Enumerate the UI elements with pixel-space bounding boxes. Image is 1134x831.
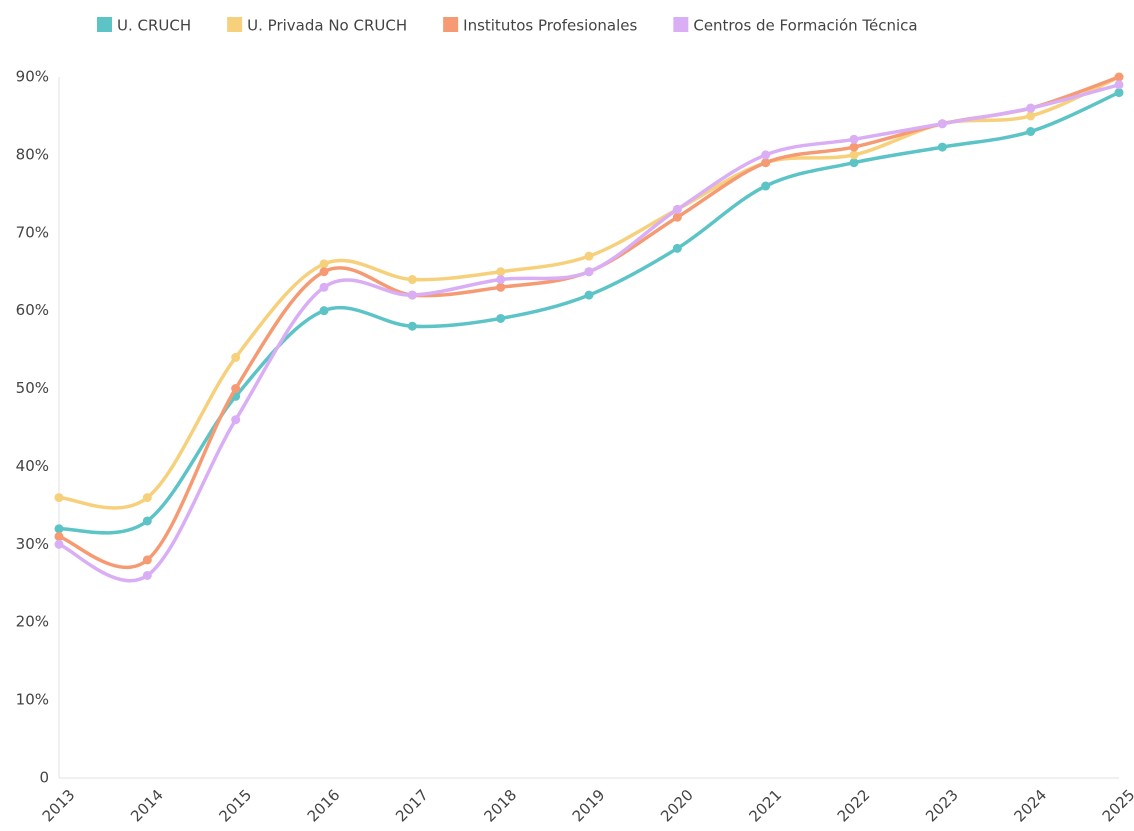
x-tick-label: 2024 [1010,786,1050,826]
legend-label: U. CRUCH [117,17,191,35]
data-point [142,555,152,565]
data-point [1114,88,1124,98]
x-tick-label: 2017 [392,786,432,826]
data-point [584,267,594,277]
data-point [54,493,64,503]
data-point [54,524,64,534]
data-point [407,275,417,285]
y-tick-label: 60% [16,301,49,319]
x-tick-label: 2018 [480,786,520,826]
legend-swatch [673,17,689,32]
legend-label: U. Privada No CRUCH [247,17,407,35]
data-point [496,267,506,277]
legend-swatch [227,17,243,32]
data-point [142,516,152,526]
series-line [58,83,1120,583]
y-tick-label: 20% [16,613,49,631]
x-tick-label: 2015 [215,786,255,826]
x-tick-label: 2022 [834,786,874,826]
x-tick-label: 2023 [922,786,962,826]
data-point [584,251,594,261]
data-point [1026,103,1036,113]
x-tick-label: 2013 [39,786,79,826]
data-point [849,158,859,168]
data-point [142,570,152,580]
data-point [761,158,771,168]
data-point [496,275,506,285]
y-tick-label: 30% [16,535,49,553]
x-tick-label: 2019 [569,786,609,826]
data-point [231,352,241,362]
data-point [937,119,947,129]
data-point [761,181,771,191]
data-point [1114,80,1124,90]
data-point [584,290,594,300]
data-point [231,384,241,394]
x-tick-label: 2016 [304,786,344,826]
legend-swatch [97,17,112,32]
data-point [1026,111,1036,121]
data-point [496,282,506,292]
x-tick-label: 2021 [745,786,785,826]
data-point [761,150,771,160]
data-point [849,142,859,152]
data-point [496,313,506,323]
data-point [407,290,417,300]
data-point [672,204,682,214]
data-point [672,243,682,253]
legend-label: Institutos Profesionales [463,17,637,35]
legend-swatch [443,17,459,32]
data-point [672,212,682,222]
series-line [58,75,1120,569]
data-point [319,267,329,277]
y-tick-label: 90% [16,68,49,86]
data-point [231,415,241,425]
data-point [54,532,64,542]
data-point [937,142,947,152]
legend-label: Centros de Formación Técnica [693,17,917,35]
y-tick-label: 50% [16,379,49,397]
data-point [319,259,329,269]
data-point [1026,127,1036,137]
data-point [54,539,64,549]
x-tick-label: 2014 [127,786,167,826]
y-tick-label: 70% [16,223,49,241]
data-point [849,150,859,160]
series-line [58,90,1120,535]
data-point [1114,72,1124,82]
data-point [319,306,329,316]
x-tick-label: 2020 [657,786,697,826]
y-tick-label: 10% [16,691,49,709]
data-point [407,321,417,331]
data-point [142,493,152,503]
data-point [849,134,859,144]
data-point [319,282,329,292]
x-tick-label: 2025 [1099,786,1134,826]
y-tick-label: 40% [16,457,49,475]
y-tick-label: 0 [39,769,49,787]
y-tick-label: 80% [16,145,49,163]
